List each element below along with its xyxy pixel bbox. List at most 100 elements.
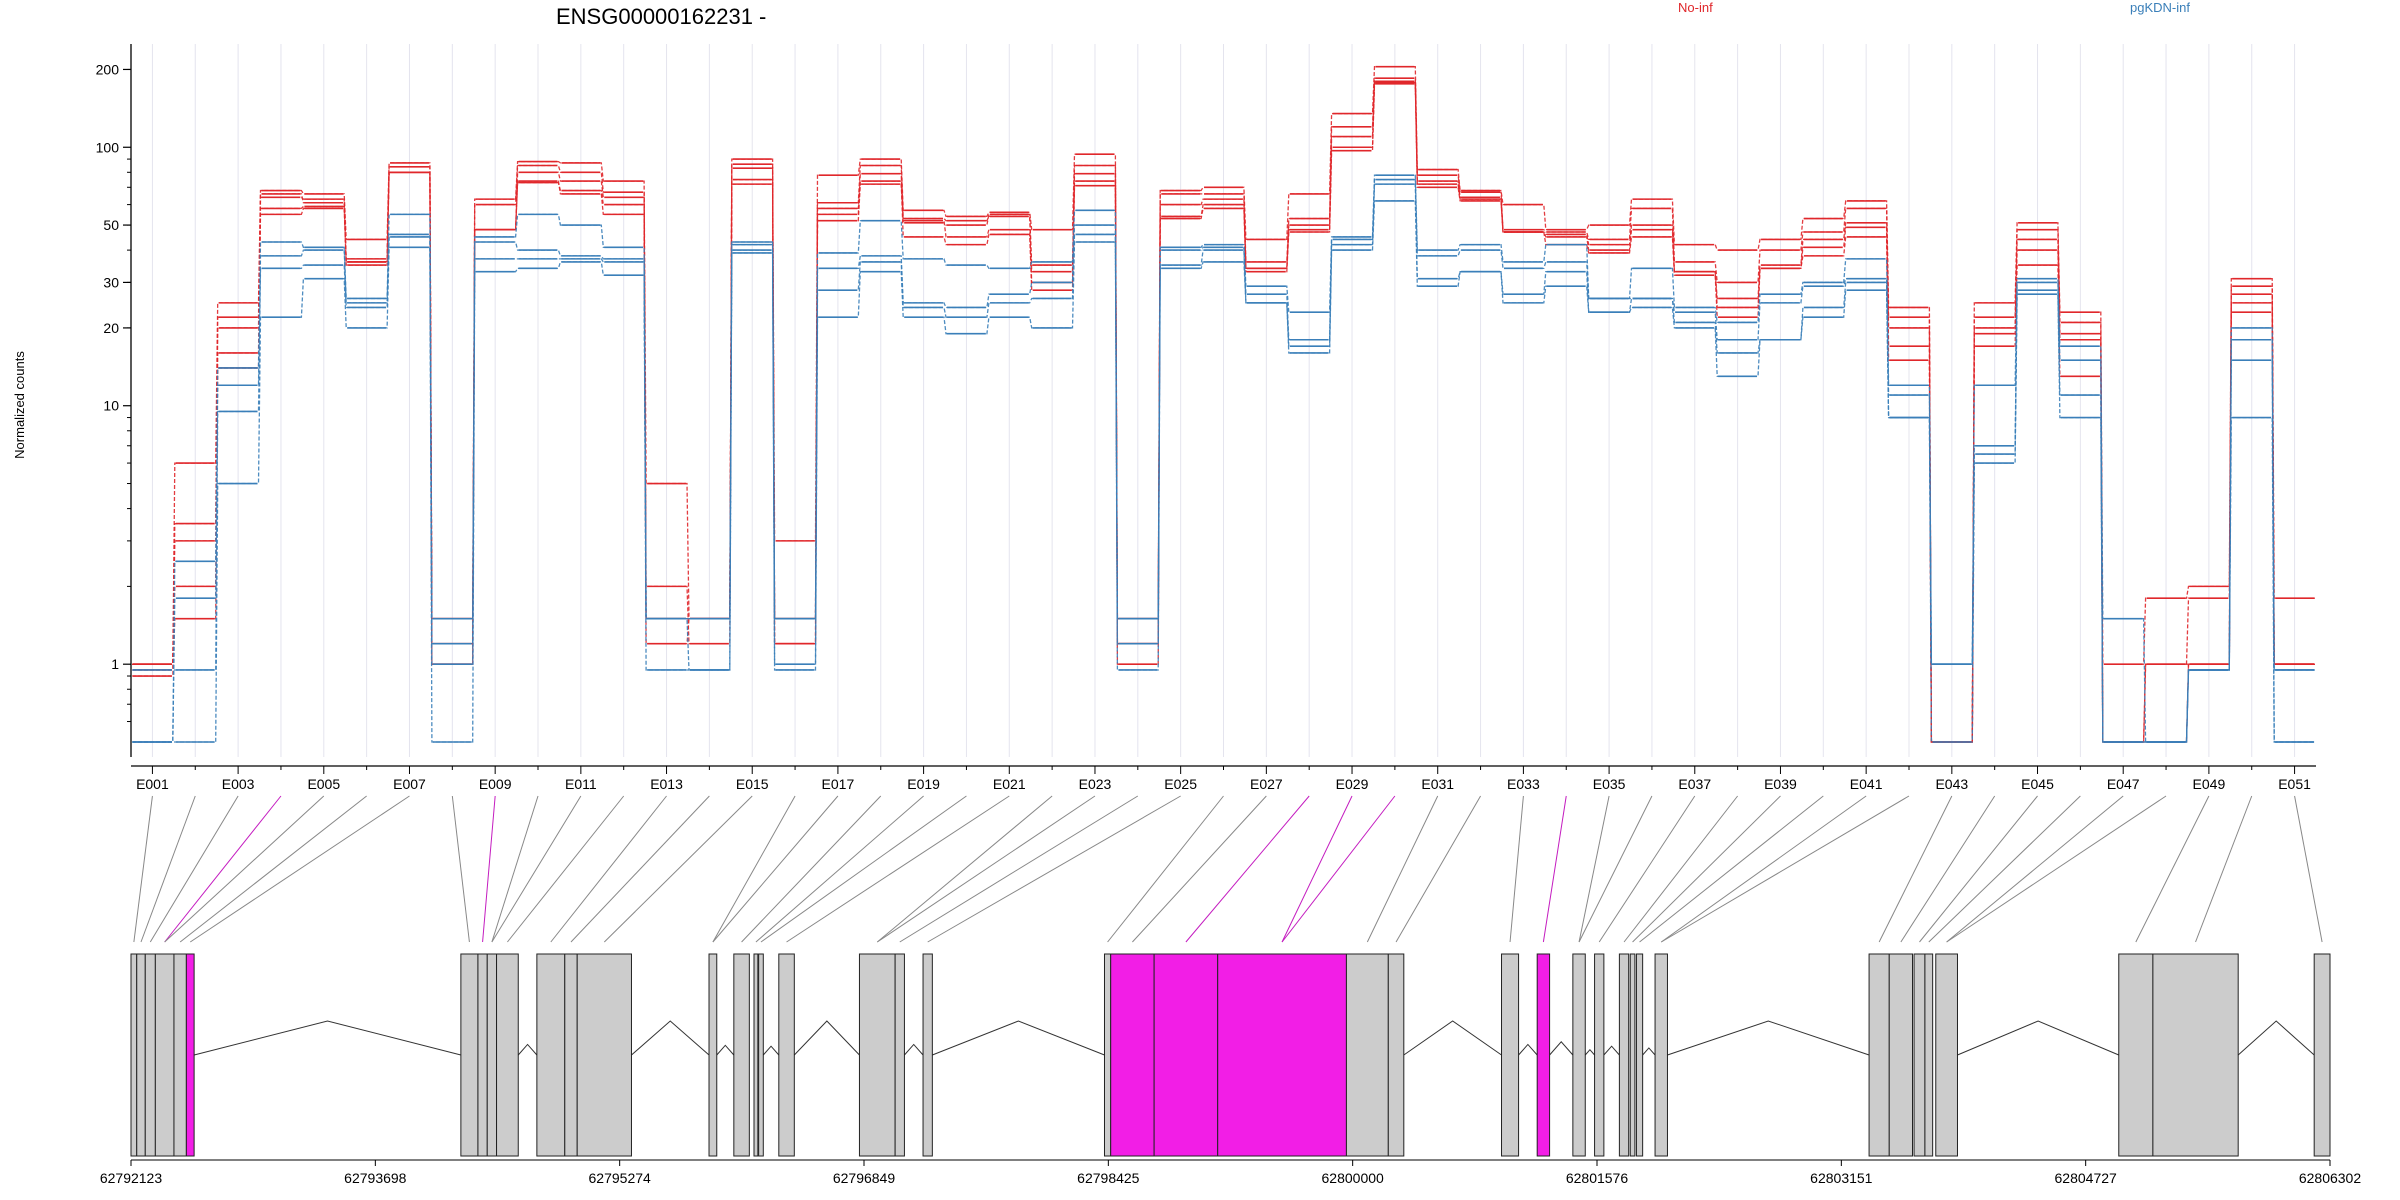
exon-block (130, 953, 138, 1157)
exon-connector (482, 795, 496, 943)
exon-connector (760, 795, 967, 943)
exon-connector (1928, 795, 2081, 943)
intron-line (716, 1044, 735, 1056)
intron-line (1667, 1020, 1870, 1056)
genomic-tick-label: 62795274 (589, 1170, 652, 1186)
exon-block (1387, 953, 1405, 1157)
exon-block (144, 953, 156, 1157)
exon-connector (507, 795, 625, 943)
exon-connector (1132, 795, 1267, 943)
exon-connector (786, 795, 1010, 943)
exon-label: E049 (2193, 776, 2226, 792)
exon-label: E037 (1678, 776, 1711, 792)
exon-connector (741, 795, 882, 943)
exon-block (2313, 953, 2331, 1157)
exon-connector (1542, 795, 1567, 943)
exon-label: E033 (1507, 776, 1540, 792)
genomic-tick-label: 62803151 (1810, 1170, 1873, 1186)
exon-block-highlighted (1153, 953, 1219, 1157)
exon-block-highlighted (1110, 953, 1155, 1157)
exon-connector (1632, 795, 1781, 943)
exon-block (2118, 953, 2154, 1157)
exon-label: E023 (1079, 776, 1112, 792)
y-tick-label: 1 (111, 656, 119, 672)
exon-connector (451, 795, 470, 943)
exon-connector (2195, 795, 2253, 943)
intron-line (2237, 1020, 2315, 1056)
exon-label: E045 (2021, 776, 2054, 792)
genomic-tick-label: 62806302 (2299, 1170, 2362, 1186)
intron-line (517, 1043, 538, 1056)
exon-connector (133, 795, 153, 943)
chart-title: ENSG00000162231 - (556, 4, 766, 29)
exon-label: E039 (1764, 776, 1797, 792)
exon-connector (1107, 795, 1224, 943)
exon-block (922, 953, 933, 1157)
exon-connector (927, 795, 1181, 943)
exon-block (1654, 953, 1668, 1157)
exon-label: E029 (1336, 776, 1369, 792)
exon-label: E005 (307, 776, 340, 792)
exon-connector (491, 795, 539, 943)
y-tick-label: 20 (103, 320, 119, 336)
exon-connector (1660, 795, 1867, 943)
genomic-tick-label: 62792123 (100, 1170, 163, 1186)
exon-connector (1598, 795, 1696, 943)
exon-block (1924, 953, 1934, 1157)
exon-connector (899, 795, 1139, 943)
y-tick-label: 100 (96, 139, 120, 155)
exon-connector (550, 795, 667, 943)
intron-line (1957, 1020, 2119, 1056)
intron-line (1642, 1047, 1656, 1056)
exon-block (753, 953, 759, 1157)
exon-block-highlighted (185, 953, 195, 1157)
exon-label: E015 (736, 776, 769, 792)
intron-line (904, 1043, 924, 1056)
legend-no-inf: No-inf (1678, 0, 1713, 15)
exon-connector (1281, 795, 1353, 943)
exon-label: E009 (479, 776, 512, 792)
exon-label: E041 (1850, 776, 1883, 792)
exon-label: E051 (2278, 776, 2311, 792)
exon-label: E003 (222, 776, 255, 792)
y-tick-label: 200 (96, 61, 120, 77)
gene-model (130, 953, 2331, 1157)
intron-line (1584, 1048, 1595, 1056)
exon-label: E017 (822, 776, 855, 792)
exon-block (477, 953, 488, 1157)
exon-label: E031 (1421, 776, 1454, 792)
y-axis: 1 10 20 30 50 100 200 (96, 44, 132, 757)
exon-label: E043 (1935, 776, 1968, 792)
legend-pgkdn-inf: pgKDN-inf (2130, 0, 2190, 15)
genomic-tick-label: 62801576 (1566, 1170, 1629, 1186)
exon-connector (755, 795, 924, 943)
exon-block (1345, 953, 1389, 1157)
exon-block-highlighted (1536, 953, 1551, 1157)
exon-connector (1395, 795, 1481, 943)
exon-connector (179, 795, 367, 943)
y-tick-label: 10 (103, 398, 119, 414)
exon-block (1501, 953, 1520, 1157)
exon-connector (1919, 795, 2038, 943)
exon-connector (140, 795, 196, 943)
exon-block (1103, 953, 1112, 1157)
genomic-tick-label: 62798425 (1077, 1170, 1140, 1186)
exon-block (1868, 953, 1890, 1157)
exon-block (733, 953, 750, 1157)
genomic-tick-label: 62800000 (1322, 1170, 1385, 1186)
exon-connector (603, 795, 753, 943)
exon-block (858, 953, 896, 1157)
exon-connector (712, 795, 796, 943)
exon-connector (189, 795, 410, 943)
exon-label: E001 (136, 776, 169, 792)
exon-block (1913, 953, 1926, 1157)
exon-connector (1623, 795, 1739, 943)
exon-connector (149, 795, 239, 943)
x-axis: E001 E003 E005 E007 E009 E011 E013 E015 E017 E019… (131, 765, 2316, 792)
y-tick-label: 50 (103, 217, 119, 233)
exon-connector (2135, 795, 2210, 943)
exon-block (1618, 953, 1630, 1157)
exon-block (1935, 953, 1958, 1157)
exon-connector (1900, 795, 1996, 943)
